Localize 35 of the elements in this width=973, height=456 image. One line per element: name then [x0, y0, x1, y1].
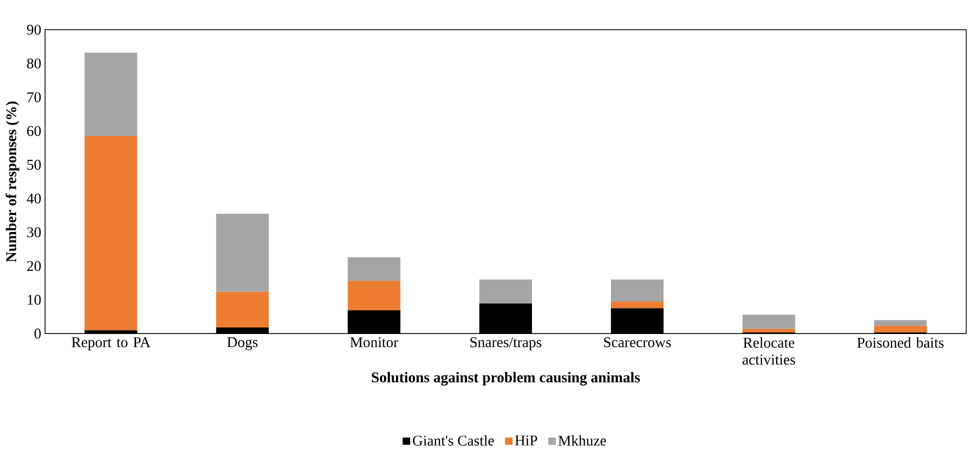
x-axis-title: Solutions against problem causing animals [372, 372, 640, 386]
y-tick-label: 0 [34, 328, 41, 339]
x-tick-label: Poisoned baits [857, 338, 944, 348]
bar [348, 257, 400, 282]
x-tick-label: Scarecrows [604, 338, 671, 348]
bar [216, 214, 269, 292]
bar [874, 320, 927, 326]
y-tick-label: 10 [28, 295, 41, 306]
legend-label: HiP [515, 436, 538, 446]
y-axis-title: Number of responses (%) [6, 102, 20, 262]
bar [610, 280, 664, 302]
y-tick-label: 50 [27, 160, 41, 170]
y-tick-label: 30 [27, 227, 41, 238]
bar [742, 314, 796, 330]
x-tick-label: Snares/traps [470, 338, 542, 350]
y-tick-label: 20 [27, 261, 41, 272]
x-tick-label: Relocate activities [742, 338, 796, 365]
legend-label: Giant's Castle [412, 435, 494, 446]
y-tick-label: 40 [26, 194, 41, 204]
bar [874, 326, 927, 333]
bar [742, 329, 796, 333]
bar [610, 302, 664, 308]
bar [348, 281, 400, 310]
y-tick-label: 90 [26, 24, 41, 35]
y-tick-label: 70 [27, 92, 41, 102]
bar [84, 136, 138, 330]
legend-label: Mkhuze [558, 435, 606, 446]
y-tick-label: 80 [27, 58, 41, 69]
x-tick-label: Report to PA [72, 338, 150, 350]
bar [216, 292, 269, 328]
bar [479, 280, 532, 304]
y-tick-label: 60 [27, 126, 41, 136]
x-tick-label: Dogs [227, 338, 258, 350]
bar [84, 52, 138, 136]
x-tick-label: Monitor [350, 338, 398, 348]
